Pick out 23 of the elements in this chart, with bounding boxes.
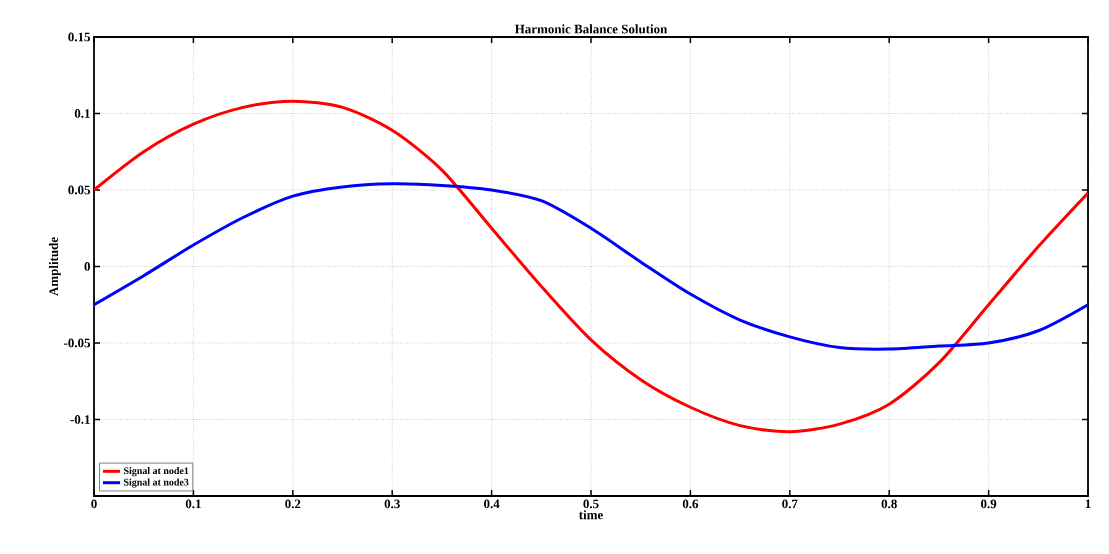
x-tick-label: 0.5: [583, 499, 599, 509]
x-tick-label: 0.7: [782, 499, 798, 509]
y-tick-label: 0.15: [68, 32, 91, 42]
x-tick-label: 0.6: [682, 499, 699, 509]
y-tick-label: -0.1: [70, 415, 90, 424]
x-axis-title: time: [578, 510, 603, 520]
x-tick-label: 1: [1085, 499, 1091, 509]
y-tick-label: 0.05: [68, 185, 91, 195]
x-tick-label: 0.9: [981, 499, 997, 509]
x-tick-label: 0.4: [484, 499, 500, 509]
y-tick-label: -0.05: [63, 338, 91, 348]
x-tick-label: 0.1: [185, 499, 201, 509]
x-tick-label: 0.8: [881, 499, 897, 509]
x-tick-label: 0.3: [384, 499, 400, 509]
y-tick-label: 0.1: [74, 109, 90, 118]
line-series: [94, 99, 1089, 434]
legend-label: Signal at node3: [124, 478, 189, 488]
y-axis-title: Amplitude: [48, 237, 61, 296]
x-tick-label: 0.2: [285, 499, 301, 509]
line-series: [94, 182, 1089, 351]
legend-label: Signal at node1: [124, 467, 189, 477]
chart-title: Harmonic Balance Solution: [514, 24, 668, 34]
y-tick-label: 0: [84, 262, 90, 271]
